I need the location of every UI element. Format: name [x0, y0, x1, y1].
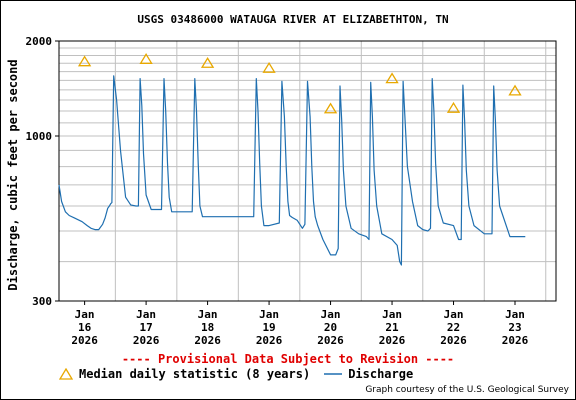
y-axis-label: Discharge, cubic feet per second [6, 59, 20, 290]
x-tick-label: Jan 19 2026 [256, 308, 283, 346]
median-point [323, 102, 338, 114]
x-tick-label: Jan 23 2026 [502, 308, 529, 346]
credit-text: Graph courtesy of the U.S. Geological Su… [365, 385, 569, 395]
x-axis: Jan 16 2026 Jan 17 2026 Jan 18 2026 Jan 19 2026 Jan 2… [71, 301, 529, 346]
median-point [77, 55, 92, 67]
data-series [58, 53, 526, 266]
legend-label-median: Median daily statistic (8 years) [79, 367, 311, 381]
median-point [508, 84, 522, 96]
legend-item-discharge: Discharge [324, 367, 413, 381]
y-axis: 300 1000 2000 [26, 35, 59, 308]
line-icon [324, 373, 343, 375]
chart-title: USGS 03486000 WATAUGA RIVER AT ELIZABETH… [137, 13, 448, 26]
x-tick-label: Jan 20 2026 [317, 308, 344, 346]
legend: Median daily statistic (8 years) Dischar… [59, 367, 427, 381]
y-tick-label: 2000 [26, 35, 53, 48]
provisional-notice: ---- Provisional Data Subject to Revisio… [121, 352, 455, 366]
x-tick-label: Jan 16 2026 [71, 308, 98, 346]
median-point [385, 72, 399, 84]
x-tick-label: Jan 21 2026 [379, 308, 406, 346]
y-tick-label: 1000 [26, 130, 53, 143]
discharge-line [58, 75, 526, 266]
x-tick-label: Jan 22 2026 [440, 308, 467, 346]
hydrograph-chart: USGS 03486000 WATAUGA RIVER AT ELIZABETH… [6, 13, 557, 346]
grid-lines [59, 41, 556, 301]
median-point [446, 101, 461, 113]
x-tick-label: Jan 18 2026 [194, 308, 221, 346]
plot-area [58, 40, 557, 302]
legend-item-median: Median daily statistic (8 years) [59, 367, 310, 381]
median-point [262, 61, 276, 73]
y-tick-label: 300 [32, 295, 52, 308]
x-tick-label: Jan 17 2026 [133, 308, 160, 346]
median-point [200, 57, 215, 68]
triangle-icon [59, 368, 73, 380]
median-point [139, 53, 153, 64]
legend-label-discharge: Discharge [348, 367, 414, 381]
